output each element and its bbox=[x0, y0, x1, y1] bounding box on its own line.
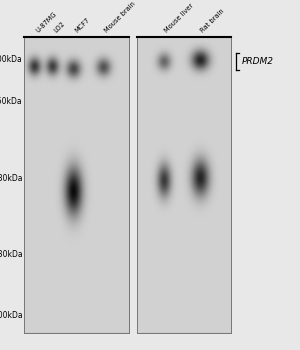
Text: Mouse brain: Mouse brain bbox=[103, 0, 136, 33]
Bar bbox=[24, 37, 129, 332]
Text: 100kDa: 100kDa bbox=[0, 311, 22, 320]
Text: 250kDa: 250kDa bbox=[0, 97, 22, 106]
Text: 130kDa: 130kDa bbox=[0, 250, 22, 259]
Bar bbox=[24, 37, 129, 332]
Text: 180kDa: 180kDa bbox=[0, 174, 22, 183]
Text: Mouse liver: Mouse liver bbox=[164, 2, 195, 33]
Text: Rat brain: Rat brain bbox=[200, 7, 225, 33]
Text: U-87MG: U-87MG bbox=[34, 10, 58, 33]
Text: PRDM2: PRDM2 bbox=[242, 57, 274, 66]
Text: LO2: LO2 bbox=[52, 20, 66, 33]
Text: MCF7: MCF7 bbox=[74, 16, 91, 33]
Bar bbox=[136, 37, 231, 332]
Text: 300kDa: 300kDa bbox=[0, 55, 22, 63]
Bar bbox=[136, 37, 231, 332]
